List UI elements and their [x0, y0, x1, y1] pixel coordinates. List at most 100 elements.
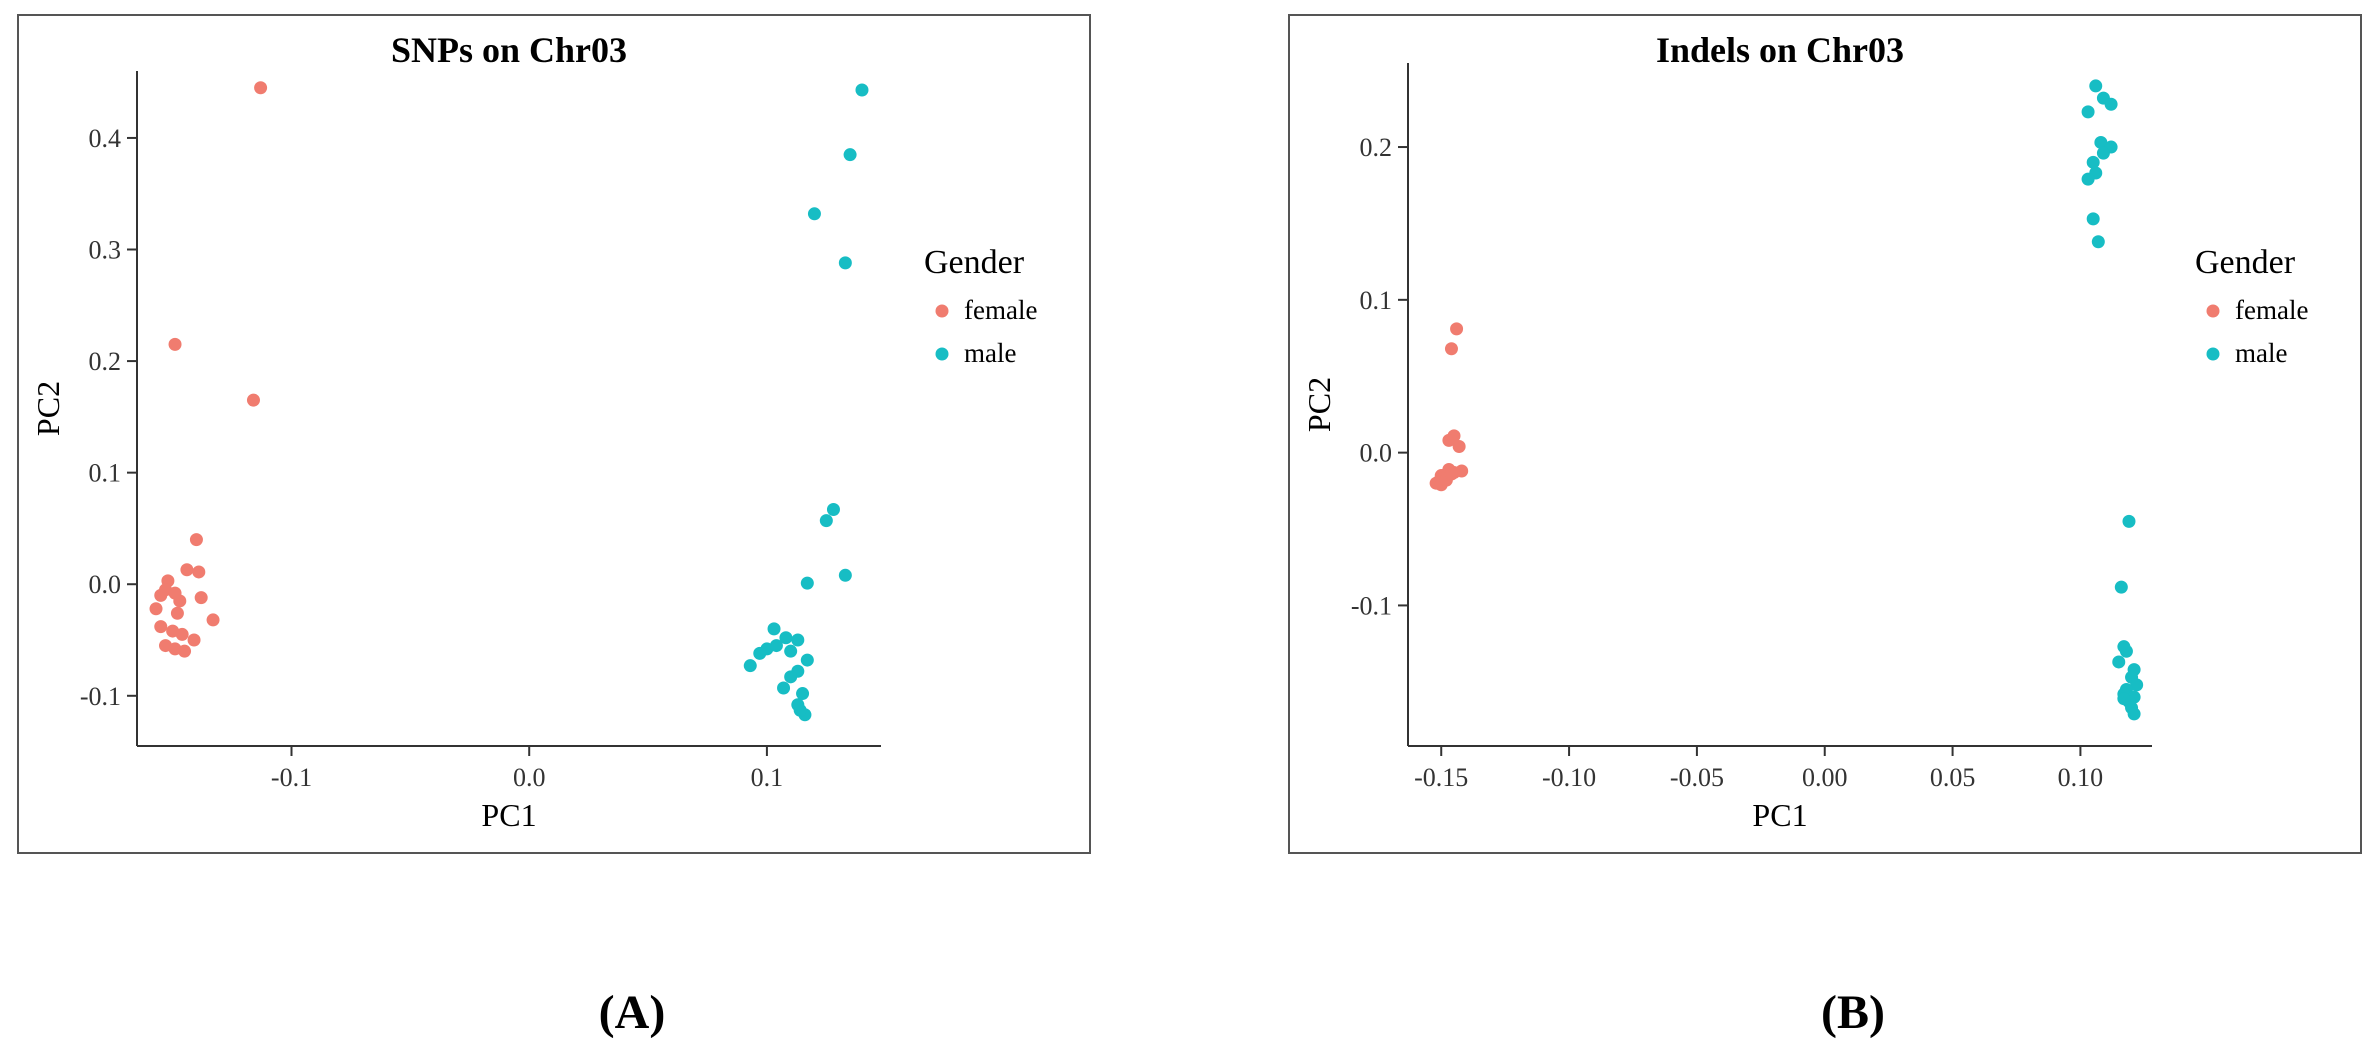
x-tick-label-b: 0.05 — [1930, 763, 1976, 792]
y-tick-label-b: -0.1 — [1351, 591, 1392, 620]
point-male-a — [769, 639, 783, 653]
y-tick-label-a: 0.1 — [89, 459, 122, 488]
caption-b-text: (B) — [1821, 986, 1885, 1039]
point-female-a — [173, 594, 187, 608]
point-female-a — [192, 565, 206, 579]
x-axis-label-b: PC1 — [1752, 797, 1807, 833]
point-male-b — [2094, 135, 2108, 149]
point-female-a — [168, 337, 182, 351]
caption-a-text: (A) — [598, 986, 666, 1039]
x-tick-label-a: 0.1 — [751, 763, 784, 792]
x-tick-label-b: 0.00 — [1802, 763, 1848, 792]
point-female-a — [206, 613, 220, 627]
point-male-a — [800, 653, 814, 667]
x-tick-label-b: -0.05 — [1670, 763, 1724, 792]
legend-marker-male-b — [2206, 347, 2220, 361]
point-male-a — [838, 568, 852, 582]
y-tick-label-b: 0.2 — [1360, 133, 1393, 162]
point-male-a — [767, 622, 781, 636]
point-male-a — [779, 631, 793, 645]
legend-label-female-a: female — [964, 295, 1037, 325]
point-female-b — [1452, 440, 1466, 454]
legend-label-female-b: female — [2235, 295, 2308, 325]
y-tick-label-a: 0.2 — [89, 347, 122, 376]
y-tick-label-a: 0.4 — [89, 124, 122, 153]
point-male-a — [843, 148, 857, 162]
point-female-b — [1444, 467, 1458, 481]
point-female-a — [175, 627, 189, 641]
point-male-b — [2081, 105, 2095, 119]
point-male-b — [2114, 580, 2128, 594]
point-male-a — [800, 576, 814, 590]
point-male-a — [753, 646, 767, 660]
x-tick-label-b: 0.10 — [2058, 763, 2104, 792]
x-axis-label-a: PC1 — [481, 797, 536, 833]
y-tick-label-a: -0.1 — [80, 682, 121, 711]
point-female-b — [1444, 342, 1458, 356]
point-male-b — [2117, 692, 2131, 706]
y-tick-label-b: 0.1 — [1360, 286, 1393, 315]
point-male-a — [784, 670, 798, 684]
point-male-b — [2104, 97, 2118, 111]
chart-title-a: SNPs on Chr03 — [391, 30, 627, 70]
point-female-a — [189, 533, 203, 547]
chart-panel-a: SNPs on Chr03 -0.1 0.0 0.1 -0.1 0.0 0.1 0.2 0.3 0… — [17, 14, 1091, 854]
point-male-b — [2096, 146, 2110, 160]
x-tick-label-b: -0.10 — [1542, 763, 1596, 792]
point-male-a — [791, 633, 805, 647]
chart-panel-b: Indels on Chr03 -0.15 -0.10 -0.05 0.00 0.05 0.… — [1288, 14, 2362, 854]
point-male-b — [2086, 155, 2100, 169]
x-tick-label-b: -0.15 — [1414, 763, 1468, 792]
y-axis-label-b: PC2 — [1301, 377, 1337, 432]
y-axis-label-a: PC2 — [30, 381, 66, 436]
point-male-b — [2117, 640, 2131, 654]
point-male-a — [807, 207, 821, 221]
legend-label-male-a: male — [964, 338, 1016, 368]
legend-title-b: Gender — [2195, 244, 2296, 281]
point-female-a — [194, 591, 208, 605]
point-female-a — [178, 644, 192, 658]
point-male-a — [743, 659, 757, 673]
scatter-plot-b: Indels on Chr03 -0.15 -0.10 -0.05 0.00 0.05 0.… — [1301, 30, 2308, 833]
scatter-plot-a: SNPs on Chr03 -0.1 0.0 0.1 -0.1 0.0 0.1 0.2 0.3 0… — [30, 30, 1037, 833]
point-male-b — [2086, 212, 2100, 226]
point-male-a — [796, 687, 810, 701]
point-female-a — [170, 606, 184, 620]
y-tick-label-a: 0.3 — [89, 236, 122, 265]
point-female-a — [187, 633, 201, 647]
y-tick-label-a: 0.0 — [89, 570, 122, 599]
point-male-a — [826, 502, 840, 516]
legend-marker-female-a — [935, 304, 949, 318]
point-female-a — [180, 563, 194, 577]
point-male-a — [819, 514, 833, 528]
point-male-a — [838, 256, 852, 270]
x-tick-label-a: -0.1 — [271, 763, 312, 792]
point-female-a — [154, 588, 168, 602]
point-male-a — [855, 83, 869, 97]
point-male-b — [2089, 79, 2103, 93]
point-female-a — [149, 602, 163, 616]
legend-marker-male-a — [935, 347, 949, 361]
point-female-a — [254, 81, 268, 95]
point-male-b — [2127, 707, 2141, 721]
point-male-b — [2091, 235, 2105, 249]
legend-marker-female-b — [2206, 304, 2220, 318]
point-male-a — [784, 644, 798, 658]
figure-caption-a: (A) — [532, 985, 732, 1040]
point-female-a — [154, 620, 168, 634]
legend-title-a: Gender — [924, 244, 1025, 281]
point-male-a — [793, 703, 807, 717]
x-tick-label-a: 0.0 — [513, 763, 546, 792]
point-female-a — [246, 393, 260, 407]
y-tick-label-b: 0.0 — [1360, 439, 1393, 468]
point-female-b — [1450, 322, 1464, 336]
point-male-a — [777, 681, 791, 695]
point-male-b — [2130, 678, 2144, 692]
point-female-b — [1442, 433, 1456, 447]
point-male-b — [2081, 172, 2095, 186]
point-male-b — [2112, 655, 2126, 669]
figure-caption-b: (B) — [1753, 985, 1953, 1040]
chart-title-b: Indels on Chr03 — [1656, 30, 1904, 70]
legend-label-male-b: male — [2235, 338, 2287, 368]
point-male-b — [2122, 514, 2136, 528]
